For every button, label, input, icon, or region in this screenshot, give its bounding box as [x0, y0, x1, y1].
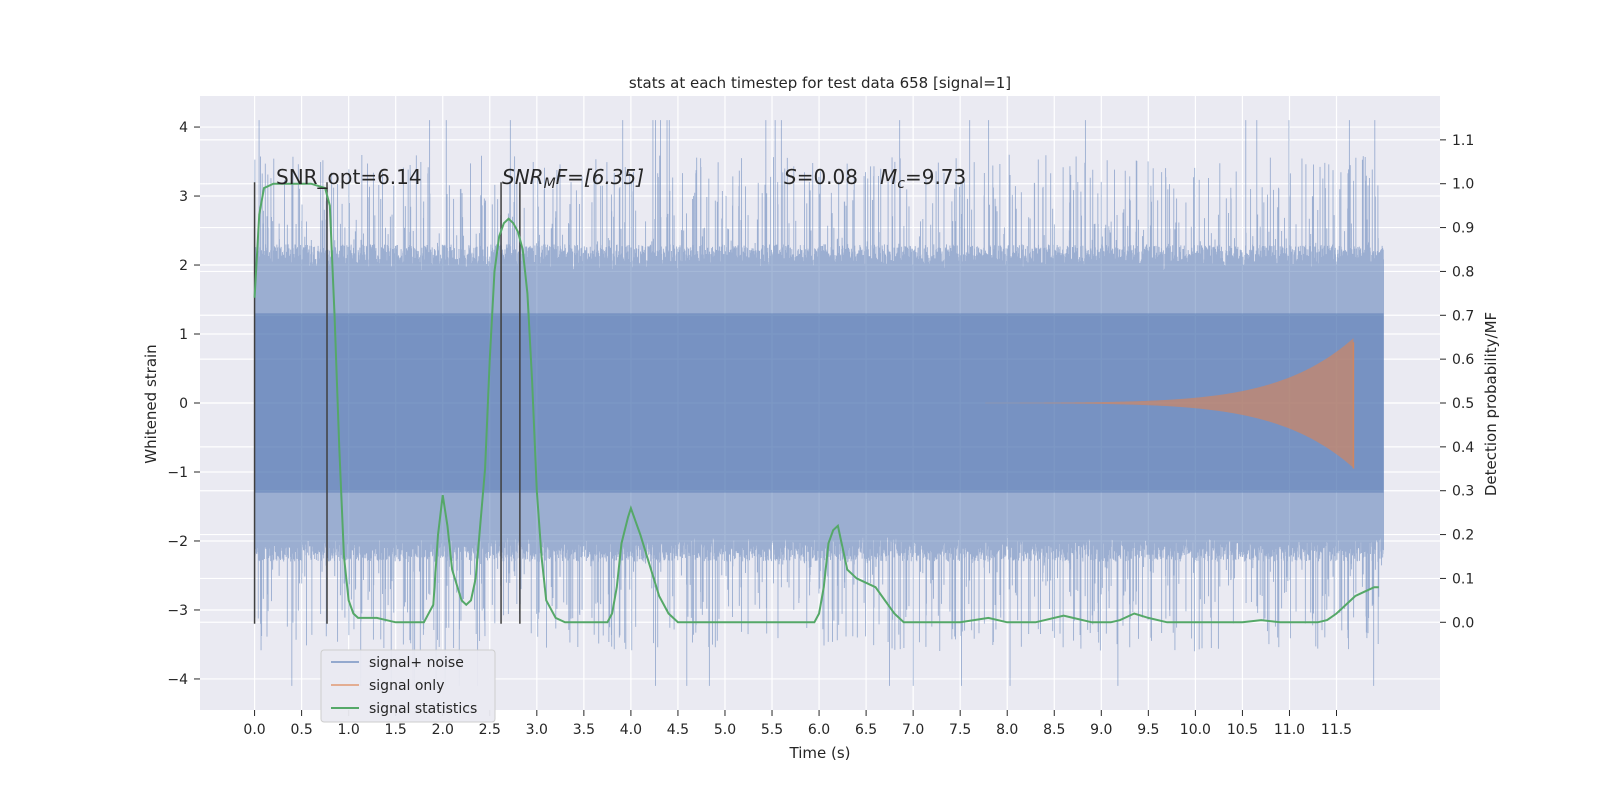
annotation-s: S=0.08 — [784, 165, 858, 189]
x-tick-label: 9.0 — [1090, 722, 1112, 738]
y-right-tick-label: 0.2 — [1452, 528, 1474, 544]
x-tick-label: 10.5 — [1227, 722, 1258, 738]
x-tick-label: 10.0 — [1180, 722, 1211, 738]
y-tick-label: 4 — [179, 120, 188, 136]
y-right-tick-label: 0.7 — [1452, 308, 1474, 324]
x-tick-label: 4.0 — [620, 722, 642, 738]
y-right-tick-label: 0.1 — [1452, 571, 1474, 587]
annotation-s-rest: =0.08 — [797, 165, 858, 189]
x-tick-label: 3.5 — [573, 722, 595, 738]
x-tick-label: 0.0 — [243, 722, 265, 738]
annotation-s-main: S — [784, 165, 797, 189]
annotation-snr-opt: SNR_opt=6.14 — [276, 165, 422, 189]
y-axis-label: Whitened strain — [142, 344, 160, 463]
y-axis-ticks: 4 3 2 1 0 −1 −2 −3 −4 — [167, 120, 200, 688]
y-axis-right-ticks: 1.1 1.0 0.9 0.8 0.7 0.6 0.5 0.4 0.3 0.2 0.1 0.0 — [1440, 133, 1474, 631]
y-right-tick-label: 1.1 — [1452, 133, 1474, 149]
x-axis-label: Time (s) — [789, 744, 851, 762]
x-tick-label: 1.5 — [385, 722, 407, 738]
y-tick-label: 2 — [179, 258, 188, 274]
x-tick-label: 9.5 — [1137, 722, 1159, 738]
x-tick-label: 3.0 — [526, 722, 548, 738]
y-right-tick-label: 1.0 — [1452, 177, 1474, 193]
legend-label-signal: signal only — [369, 678, 444, 694]
annotation-snr-mf-main: SNR — [502, 165, 544, 189]
annotation-mc-rest: =9.73 — [905, 165, 966, 189]
y-right-tick-label: 0.8 — [1452, 264, 1474, 280]
x-tick-label: 0.5 — [290, 722, 312, 738]
stats-line — [253, 182, 1379, 624]
x-tick-label: 8.5 — [1043, 722, 1065, 738]
x-tick-label: 8.0 — [996, 722, 1018, 738]
x-tick-label: 2.5 — [479, 722, 501, 738]
x-tick-label: 7.0 — [902, 722, 924, 738]
y-tick-label: 0 — [179, 396, 188, 412]
y-right-tick-label: 0.0 — [1452, 615, 1474, 631]
chirp-envelope — [931, 338, 1354, 468]
signal-only-series — [931, 338, 1355, 469]
vertical-markers — [253, 182, 521, 624]
annotation-snr-mf-sub: M — [544, 176, 556, 192]
annotation-snr-mf: SNRMF=[6.35] — [502, 165, 644, 192]
legend-label-noise: signal+ noise — [369, 655, 464, 671]
x-tick-label: 7.5 — [949, 722, 971, 738]
y-tick-label: −3 — [167, 603, 188, 619]
annotation-mc: Mc=9.73 — [880, 165, 966, 192]
y-right-tick-label: 0.4 — [1452, 440, 1474, 456]
x-tick-label: 6.5 — [855, 722, 877, 738]
legend-label-stats: signal statistics — [369, 701, 477, 717]
y-tick-label: 3 — [179, 189, 188, 205]
legend: signal+ noise signal only signal statist… — [320, 649, 496, 723]
chart-title: stats at each timestep for test data 658… — [629, 74, 1011, 92]
x-tick-label: 6.0 — [808, 722, 830, 738]
legend-box — [320, 649, 496, 723]
x-tick-label: 11.0 — [1274, 722, 1305, 738]
y-tick-label: 1 — [179, 327, 188, 343]
x-tick-label: 4.5 — [667, 722, 689, 738]
y-axis-right-label: Detection probability/MF — [1482, 312, 1500, 496]
annotation-mc-sub: c — [897, 176, 905, 192]
y-tick-label: −2 — [167, 534, 188, 550]
annotation-mc-main: M — [880, 165, 897, 189]
y-right-tick-label: 0.9 — [1452, 221, 1474, 237]
x-tick-label: 1.0 — [338, 722, 360, 738]
annotation-snr-mf-rest: F=[6.35] — [556, 165, 644, 189]
x-tick-label: 5.5 — [761, 722, 783, 738]
y-tick-label: −1 — [167, 465, 188, 481]
x-tick-label: 5.0 — [714, 722, 736, 738]
signal-statistics-series — [253, 182, 1379, 624]
y-right-tick-label: 0.3 — [1452, 484, 1474, 500]
x-tick-label: 2.0 — [432, 722, 454, 738]
y-tick-label: −4 — [167, 672, 188, 688]
y-right-tick-label: 0.5 — [1452, 396, 1474, 412]
y-right-tick-label: 0.6 — [1452, 352, 1474, 368]
x-axis-ticks: 0.0 0.5 1.0 1.5 2.0 2.5 3.0 3.5 4.0 4.5 5.0 5.5 6.0 6… — [243, 710, 1352, 738]
x-tick-label: 11.5 — [1321, 722, 1352, 738]
